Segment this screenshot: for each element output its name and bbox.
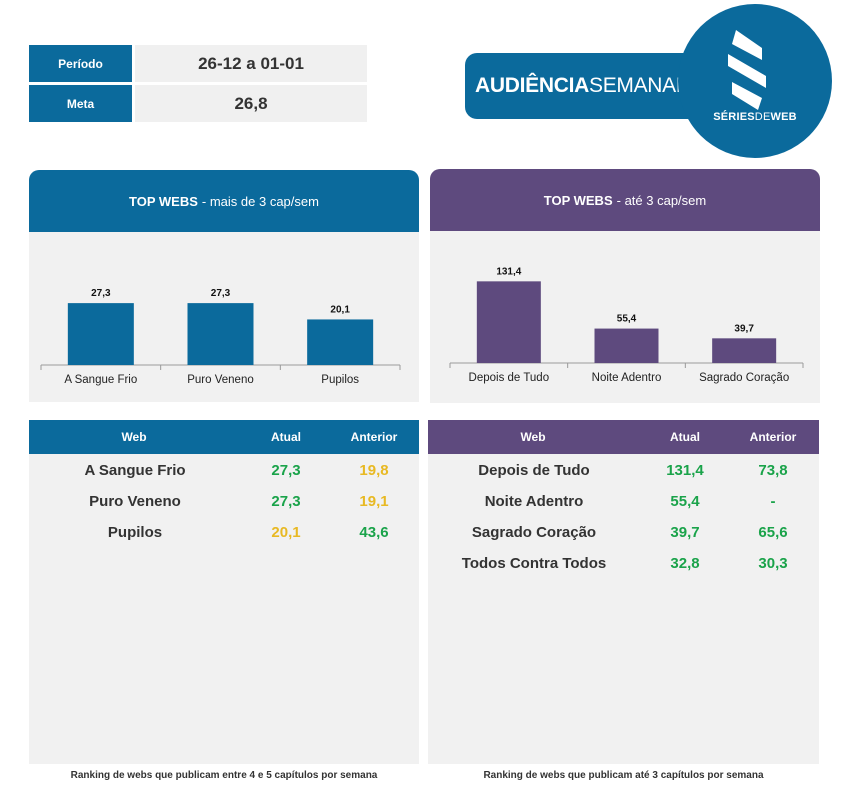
row-anterior-value: - (770, 493, 776, 510)
table-left-col-atual: Atual (271, 430, 301, 444)
bar-1 (476, 281, 541, 363)
chart-left: 27,3 A Sangue Frio 27,3 Puro Veneno 20,1 Pupi… (40, 288, 401, 386)
table-row: Pupilos 20,1 43,6 (29, 518, 419, 549)
chart-left-header: TOP WEBS - mais de 3 cap/sem (29, 170, 419, 232)
row-web-name: A Sangue Frio (84, 462, 186, 479)
row-anterior-value: 65,6 (758, 524, 788, 541)
meta-value: 26,8 (135, 85, 367, 122)
row-web-name: Sagrado Coração (471, 524, 597, 541)
bar-value-label: 20,1 (330, 304, 350, 315)
bar-1 (67, 303, 134, 365)
x-tick-label: Pupilos (321, 374, 359, 386)
page-title: AUDIÊNCIASEMANAL (475, 74, 688, 98)
row-atual-value: 27,3 (271, 462, 301, 479)
logo-text-web: WEB (770, 111, 797, 123)
chart-left-title-rest: - mais de 3 cap/sem (201, 193, 319, 209)
table-row: Sagrado Coração 39,7 65,6 (428, 518, 819, 549)
bar-value-label: 131,4 (496, 266, 521, 277)
table-right: Depois de Tudo 131,4 73,8 Noite Adentro 55,4… (428, 454, 819, 764)
bar-2 (594, 328, 659, 363)
chart-left-panel: 27,3 A Sangue Frio 27,3 Puro Veneno 20,1 Pupi… (29, 232, 419, 402)
bar-value-label: 27,3 (211, 288, 231, 299)
chart-right-panel: 131,4 Depois de Tudo 55,4 Noite Adentro 39,7… (430, 231, 820, 403)
bar-value-label: 27,3 (91, 288, 111, 299)
row-web-name: Depois de Tudo (478, 462, 590, 479)
period-label: Período (29, 45, 132, 82)
table-right-header: Web Atual Anterior (428, 420, 819, 454)
row-web-name: Puro Veneno (89, 493, 181, 510)
row-atual-value: 55,4 (670, 493, 700, 510)
chart-right-header: TOP WEBS - até 3 cap/sem (430, 169, 820, 231)
title-bold: AUDIÊNCIA (475, 74, 589, 97)
row-atual-value: 32,8 (670, 555, 700, 572)
table-right-col-web: Web (520, 430, 546, 444)
x-tick-label: A Sangue Frio (64, 374, 137, 386)
bar-2 (187, 303, 254, 365)
x-tick-label: Depois de Tudo (469, 372, 550, 384)
row-anterior-value: 19,1 (359, 493, 389, 510)
bar-3 (307, 319, 374, 365)
table-row: Puro Veneno 27,3 19,1 (29, 487, 419, 518)
bar-value-label: 55,4 (617, 314, 637, 325)
row-web-name: Todos Contra Todos (461, 555, 607, 572)
row-anterior-value: 19,8 (359, 462, 389, 479)
table-row: Noite Adentro 55,4 - (428, 487, 819, 518)
table-row: A Sangue Frio 27,3 19,8 (29, 456, 419, 487)
table-left-col-anterior: Anterior (350, 430, 398, 444)
meta-label: Meta (29, 85, 132, 122)
row-atual-value: 39,7 (670, 524, 700, 541)
table-left-header: Web Atual Anterior (29, 420, 419, 454)
table-left: A Sangue Frio 27,3 19,8 Puro Veneno 27,3 19,1… (29, 454, 419, 764)
logo-text-de: DE (754, 111, 771, 123)
period-value: 26-12 a 01-01 (135, 45, 367, 82)
chart-right-title-rest: - até 3 cap/sem (616, 192, 707, 208)
chart-right-title-bold: TOP WEBS (543, 192, 613, 208)
row-anterior-value: 43,6 (359, 524, 389, 541)
bar-3 (712, 338, 777, 363)
x-tick-label: Noite Adentro (592, 372, 662, 384)
row-anterior-value: 73,8 (758, 462, 788, 479)
meta-row: Meta 26,8 (29, 85, 367, 122)
bar-value-label: 39,7 (734, 323, 754, 334)
series-logo-icon (728, 30, 766, 110)
table-left-col-web: Web (121, 430, 147, 444)
row-atual-value: 20,1 (271, 524, 301, 541)
footnote-left: Ranking de webs que publicam entre 4 e 5… (70, 770, 378, 781)
row-atual-value: 27,3 (271, 493, 301, 510)
logo-text-series: SÉRIES (713, 111, 755, 123)
table-row: Depois de Tudo 131,4 73,8 (428, 456, 819, 487)
row-web-name: Pupilos (107, 524, 163, 541)
table-right-col-anterior: Anterior (749, 430, 797, 444)
logo-text: SÉRIESDEWEB (678, 111, 832, 123)
x-tick-label: Sagrado Coração (699, 372, 789, 384)
title-light: SEMANAL (588, 74, 688, 97)
row-web-name: Noite Adentro (484, 493, 584, 510)
x-tick-label: Puro Veneno (187, 374, 254, 386)
period-row: Período 26-12 a 01-01 (29, 45, 367, 82)
row-anterior-value: 30,3 (758, 555, 788, 572)
chart-right: 131,4 Depois de Tudo 55,4 Noite Adentro 39,7… (449, 266, 804, 384)
footnote-right: Ranking de webs que publicam até 3 capít… (483, 770, 764, 781)
chart-left-title-bold: TOP WEBS (129, 193, 198, 209)
table-right-col-atual: Atual (670, 430, 700, 444)
row-atual-value: 131,4 (666, 462, 704, 479)
table-row: Todos Contra Todos 32,8 30,3 (428, 549, 819, 580)
